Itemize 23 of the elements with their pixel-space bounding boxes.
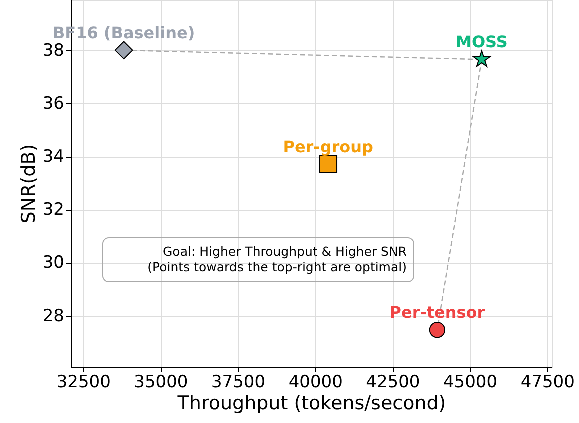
y-tick-label: 32 xyxy=(42,200,64,220)
x-tick-label: 45000 xyxy=(443,372,498,392)
x-tick-label: 32500 xyxy=(56,372,111,392)
series-label: MOSS xyxy=(456,32,508,52)
y-tick-label: 30 xyxy=(42,253,64,274)
point xyxy=(429,322,446,338)
y-tick-label: 38 xyxy=(42,40,64,61)
y-tick-label: 28 xyxy=(42,306,64,326)
y-tick-label: 36 xyxy=(42,94,64,114)
annotation: Goal: Higher Throughput & Higher SNR (Points towards the top-right are optimal) xyxy=(148,244,408,274)
x-tick-label: 40000 xyxy=(288,372,343,392)
x-axis-title: Throughput (tokens/second) xyxy=(176,392,446,414)
x-tick-label: 37500 xyxy=(211,372,266,392)
y-tick-label: 34 xyxy=(42,147,64,168)
series-label: Per-tensor xyxy=(390,303,486,322)
x-tick-label: 42500 xyxy=(366,372,420,392)
x-tick-label: 35000 xyxy=(134,372,188,392)
point xyxy=(319,155,338,174)
series-label: Per-group xyxy=(283,137,374,156)
point xyxy=(114,41,134,60)
point xyxy=(473,50,491,68)
x-tick-label: 47500 xyxy=(520,372,575,392)
y-axis-title: SNR(dB) xyxy=(18,144,40,224)
